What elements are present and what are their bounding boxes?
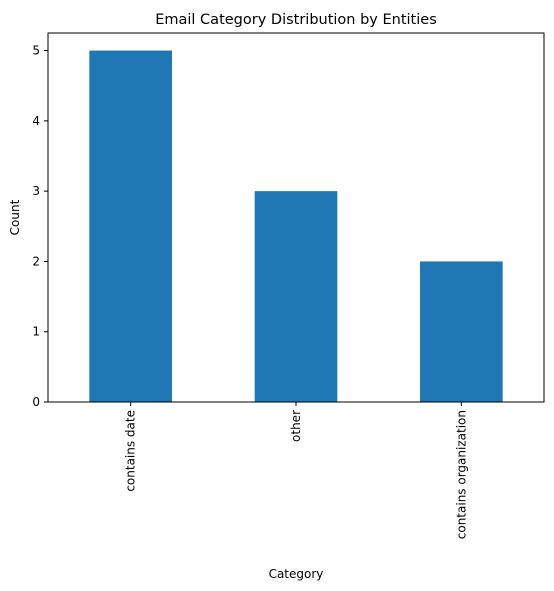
y-tick-label: 3	[32, 184, 40, 198]
y-tick-label: 1	[32, 325, 40, 339]
y-tick-label: 5	[32, 44, 40, 58]
x-tick-label: contains date	[124, 410, 138, 492]
x-tick-label: contains organization	[454, 410, 468, 539]
x-axis-label: Category	[269, 567, 324, 581]
y-tick-label: 2	[32, 254, 40, 268]
y-tick-label: 4	[32, 114, 40, 128]
bar-contains-date	[89, 51, 172, 402]
y-axis-label: Count	[8, 199, 22, 235]
bar-other	[255, 191, 338, 402]
x-tick-label: other	[289, 410, 303, 442]
y-tick-label: 0	[32, 395, 40, 409]
bar-contains-organization	[420, 261, 503, 402]
chart-title: Email Category Distribution by Entities	[155, 12, 437, 28]
